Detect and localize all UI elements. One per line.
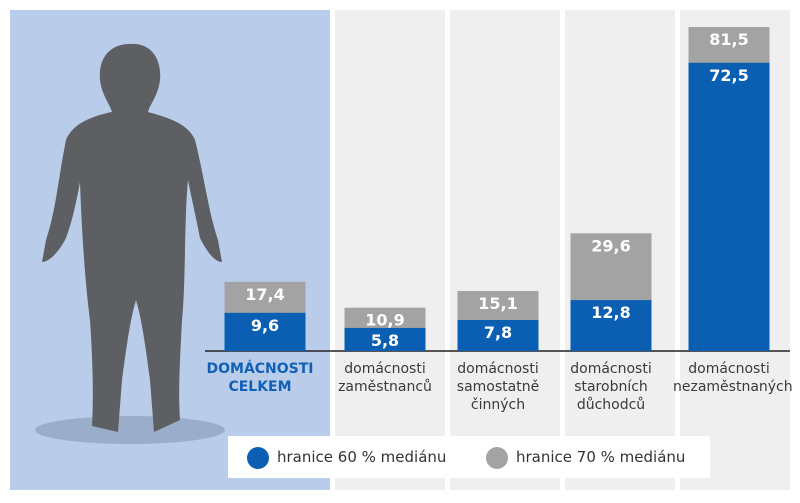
value-label: 12,8 (591, 303, 630, 322)
legend-box (228, 436, 710, 478)
value-label: 5,8 (371, 331, 399, 350)
legend-marker (247, 447, 269, 469)
bar (688, 62, 770, 351)
value-label: 81,5 (709, 30, 748, 49)
x-tick-label: domácnosti samostatně činných (456, 361, 540, 413)
value-label: 29,6 (591, 236, 630, 255)
bar (224, 312, 306, 351)
bar (344, 327, 426, 351)
x-tick-label: domácnosti zaměstnanců (338, 361, 432, 395)
x-tick-label: domácnosti starobních důchodců (570, 361, 652, 413)
value-label: 17,4 (245, 285, 284, 304)
legend-label: hranice 60 % mediánu (277, 448, 447, 466)
value-label: 9,6 (251, 316, 279, 335)
shadow (35, 416, 225, 444)
x-tick-label: DOMÁCNOSTI CELKEM (206, 361, 314, 395)
value-label: 15,1 (478, 294, 517, 313)
x-tick-label: domácnosti nezaměstnaných (673, 361, 793, 395)
panel (335, 10, 445, 490)
value-label: 72,5 (709, 66, 748, 85)
panel (450, 10, 560, 490)
silhouette (42, 43, 222, 433)
legend-marker (486, 447, 508, 469)
value-label: 7,8 (484, 323, 512, 342)
bar (457, 319, 539, 351)
legend-label: hranice 70 % mediánu (516, 448, 686, 466)
bar (570, 300, 652, 351)
value-label: 10,9 (365, 311, 404, 330)
